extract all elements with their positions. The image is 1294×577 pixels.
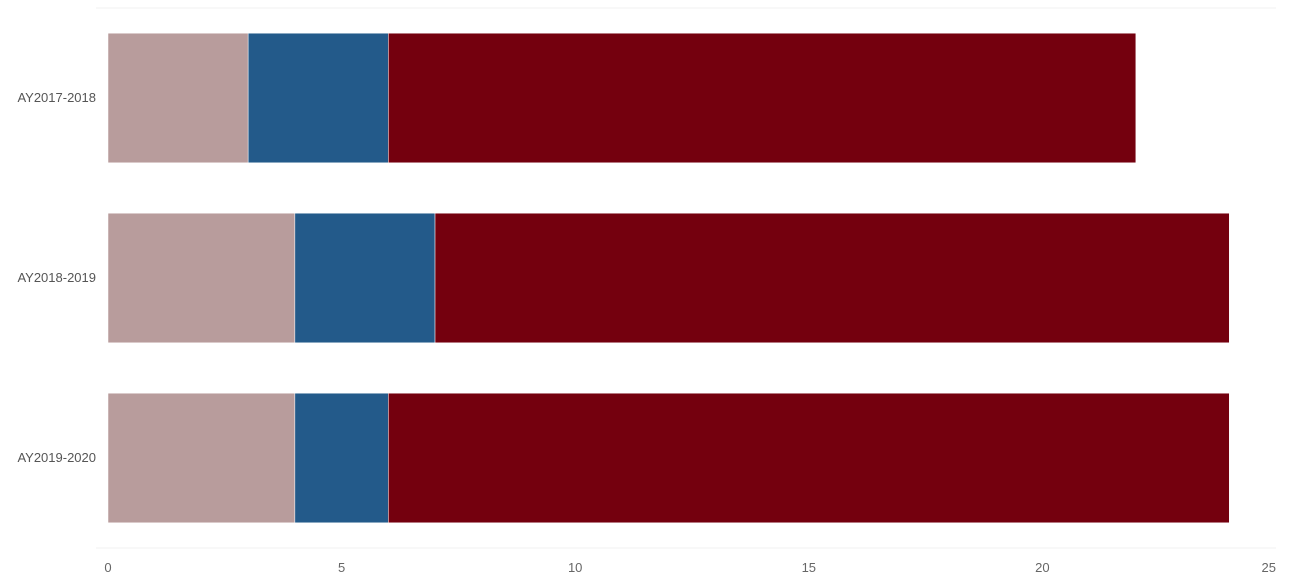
- x-tick-label: 15: [802, 560, 816, 575]
- category-labels: AY2017-2018 AY2018-2019 AY2019-2020: [17, 90, 96, 465]
- x-tick-label: 5: [338, 560, 345, 575]
- category-label: AY2017-2018: [17, 90, 96, 105]
- bar-segment-2-ay2018-2019: [294, 212, 436, 344]
- x-tick-label: 20: [1035, 560, 1049, 575]
- bar-segment-1-ay2019-2020: [107, 392, 296, 524]
- category-label: AY2018-2019: [17, 270, 96, 285]
- x-tick-label: 25: [1262, 560, 1276, 575]
- bar-segment-3-ay2017-2018: [388, 32, 1137, 164]
- bar-segment-2-ay2017-2018: [247, 32, 389, 164]
- category-label: AY2019-2020: [17, 450, 96, 465]
- bar-segment-1-ay2018-2019: [107, 212, 296, 344]
- bars-layer: [107, 32, 1230, 524]
- x-axis-tick-labels: 0 5 10 15 20 25: [104, 560, 1276, 575]
- x-tick-label: 0: [104, 560, 111, 575]
- bar-segment-2-ay2019-2020: [294, 392, 389, 524]
- x-tick-label: 10: [568, 560, 582, 575]
- bar-segment-3-ay2019-2020: [388, 392, 1230, 524]
- bar-segment-3-ay2018-2019: [434, 212, 1230, 344]
- bar-segment-1-ay2017-2018: [107, 32, 249, 164]
